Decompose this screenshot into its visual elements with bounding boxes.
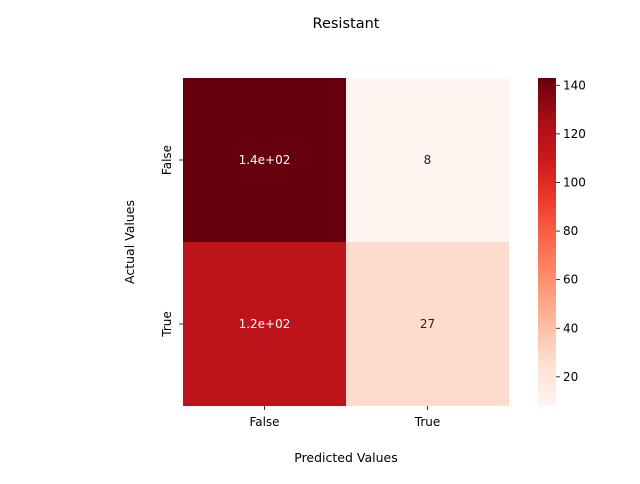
y-axis-ticks: False True: [160, 145, 183, 338]
colorbar-tick-label: 20: [563, 370, 578, 384]
heatmap-cell: [346, 78, 509, 242]
cell-value-label: 27: [420, 317, 435, 331]
colorbar: [538, 78, 556, 406]
cell-value-label: 1.2e+02: [239, 317, 291, 331]
x-axis-ticks: False True: [249, 406, 440, 429]
y-axis-label: Actual Values: [122, 200, 137, 284]
y-tick-label: True: [160, 311, 174, 338]
x-tick-label: False: [249, 415, 279, 429]
colorbar-ticks: 20 40 60 80 100 120 140: [556, 78, 586, 384]
colorbar-tick-label: 40: [563, 321, 578, 335]
heatmap-cell: [183, 242, 346, 406]
cell-value-label: 8: [424, 153, 432, 167]
heatmap-cell: [346, 242, 509, 406]
y-tick-label: False: [160, 145, 174, 175]
colorbar-tick-label: 80: [563, 224, 578, 238]
colorbar-tick-label: 140: [563, 78, 586, 92]
heatmap-cell: [183, 78, 346, 242]
colorbar-tick-label: 60: [563, 273, 578, 287]
x-axis-label: Predicted Values: [294, 450, 398, 465]
colorbar-tick-label: 120: [563, 127, 586, 141]
chart-title: Resistant: [313, 16, 380, 32]
cell-value-label: 1.4e+02: [239, 153, 291, 167]
cell-annotations: 1.4e+02 8 1.2e+02 27: [239, 153, 436, 331]
heatmap-cells: [183, 78, 509, 406]
colorbar-tick-label: 100: [563, 175, 586, 189]
x-tick-label: True: [414, 415, 441, 429]
